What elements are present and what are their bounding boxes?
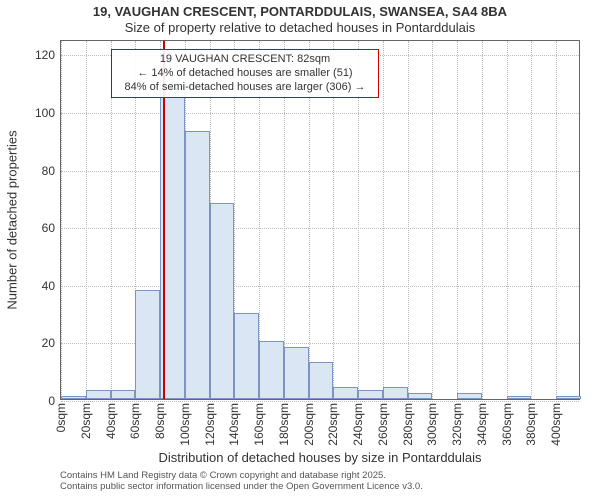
histogram-bar bbox=[61, 396, 86, 399]
x-tick-label: 360sqm bbox=[500, 403, 514, 446]
x-tick-label: 120sqm bbox=[203, 403, 217, 446]
x-tick-label: 200sqm bbox=[302, 403, 316, 446]
histogram-bar bbox=[135, 290, 160, 399]
histogram-bar bbox=[309, 362, 334, 399]
plot-area: 0204060801001200sqm20sqm40sqm60sqm80sqm1… bbox=[60, 40, 580, 400]
gridline-vertical bbox=[457, 41, 458, 399]
footer-line-2: Contains public sector information licen… bbox=[60, 481, 580, 492]
histogram-bar bbox=[259, 341, 284, 399]
y-tick-label: 60 bbox=[42, 221, 55, 235]
gridline-horizontal bbox=[61, 401, 579, 402]
gridline-vertical bbox=[432, 41, 433, 399]
x-tick-label: 140sqm bbox=[227, 403, 241, 446]
annotation-line: ← 14% of detached houses are smaller (51… bbox=[118, 67, 372, 81]
x-tick-label: 80sqm bbox=[153, 403, 167, 439]
chart-subtitle: Size of property relative to detached ho… bbox=[0, 20, 600, 35]
histogram-bar bbox=[86, 390, 111, 399]
x-tick-label: 20sqm bbox=[79, 403, 93, 439]
x-tick-label: 320sqm bbox=[450, 403, 464, 446]
x-tick-label: 400sqm bbox=[549, 403, 563, 446]
gridline-vertical bbox=[507, 41, 508, 399]
x-tick-label: 280sqm bbox=[401, 403, 415, 446]
histogram-bar bbox=[234, 313, 259, 399]
gridline-horizontal bbox=[61, 228, 579, 229]
histogram-bar bbox=[457, 393, 482, 399]
footer-line-1: Contains HM Land Registry data © Crown c… bbox=[60, 470, 580, 481]
y-axis-label: Number of detached properties bbox=[5, 130, 20, 309]
histogram-bar bbox=[333, 387, 358, 399]
y-tick-label: 100 bbox=[35, 106, 55, 120]
gridline-vertical bbox=[86, 41, 87, 399]
histogram-bar bbox=[556, 396, 581, 399]
x-tick-label: 380sqm bbox=[524, 403, 538, 446]
gridline-vertical bbox=[556, 41, 557, 399]
histogram-bar bbox=[111, 390, 136, 399]
gridline-vertical bbox=[408, 41, 409, 399]
x-axis-label: Distribution of detached houses by size … bbox=[60, 450, 580, 465]
histogram-bar bbox=[358, 390, 383, 399]
gridline-horizontal bbox=[61, 171, 579, 172]
x-tick-label: 40sqm bbox=[104, 403, 118, 439]
x-tick-label: 60sqm bbox=[128, 403, 142, 439]
gridline-horizontal bbox=[61, 113, 579, 114]
x-tick-label: 220sqm bbox=[326, 403, 340, 446]
x-tick-label: 260sqm bbox=[376, 403, 390, 446]
annotation-line: 84% of semi-detached houses are larger (… bbox=[118, 81, 372, 95]
footer-attribution: Contains HM Land Registry data © Crown c… bbox=[60, 470, 580, 493]
chart-title: 19, VAUGHAN CRESCENT, PONTARDDULAIS, SWA… bbox=[0, 4, 600, 19]
gridline-vertical bbox=[61, 41, 62, 399]
gridline-vertical bbox=[531, 41, 532, 399]
histogram-bar bbox=[185, 131, 210, 399]
y-tick-label: 80 bbox=[42, 164, 55, 178]
annotation-box: 19 VAUGHAN CRESCENT: 82sqm← 14% of detac… bbox=[111, 49, 379, 98]
x-tick-label: 160sqm bbox=[252, 403, 266, 446]
x-tick-label: 240sqm bbox=[351, 403, 365, 446]
x-tick-label: 300sqm bbox=[425, 403, 439, 446]
chart-container: 19, VAUGHAN CRESCENT, PONTARDDULAIS, SWA… bbox=[0, 0, 600, 500]
histogram-bar bbox=[507, 396, 532, 399]
x-tick-label: 340sqm bbox=[475, 403, 489, 446]
gridline-vertical bbox=[383, 41, 384, 399]
gridline-horizontal bbox=[61, 286, 579, 287]
annotation-line: 19 VAUGHAN CRESCENT: 82sqm bbox=[118, 53, 372, 67]
y-tick-label: 40 bbox=[42, 279, 55, 293]
x-tick-label: 180sqm bbox=[277, 403, 291, 446]
histogram-bar bbox=[284, 347, 309, 399]
x-tick-label: 100sqm bbox=[178, 403, 192, 446]
y-tick-label: 20 bbox=[42, 336, 55, 350]
gridline-vertical bbox=[482, 41, 483, 399]
histogram-bar bbox=[210, 203, 235, 399]
histogram-bar bbox=[383, 387, 408, 399]
y-tick-label: 120 bbox=[35, 48, 55, 62]
x-tick-label: 0sqm bbox=[54, 403, 68, 432]
histogram-bar bbox=[408, 393, 433, 399]
